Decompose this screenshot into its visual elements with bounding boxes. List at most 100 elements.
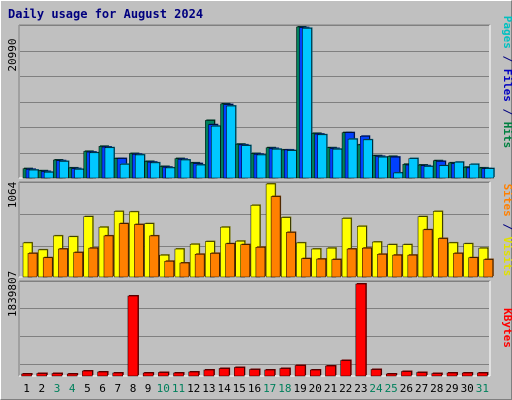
bar-visits-day-22 [341, 217, 353, 278]
y-tick-label: 20990 [6, 38, 19, 71]
bar-kbytes-day-2 [36, 372, 48, 377]
x-tick-label: 31 [476, 382, 489, 395]
bar-body [423, 166, 434, 179]
bar-body [377, 254, 387, 278]
bar-sites-day-2 [42, 256, 54, 278]
bar-pages-day-18 [287, 149, 298, 179]
bar-body [317, 134, 327, 179]
bar-body [469, 164, 479, 179]
bar-body [477, 372, 488, 377]
bar-body [173, 372, 184, 377]
bar-body [331, 259, 342, 278]
bar-body [36, 373, 48, 377]
bar-body [142, 372, 154, 377]
x-tick-label: 26 [400, 382, 413, 395]
bar-pages-day-10 [165, 166, 176, 179]
bar-body [332, 148, 343, 179]
bar-sites-day-25 [392, 254, 403, 278]
x-tick-label: 25 [385, 382, 398, 395]
bar-body [51, 373, 63, 377]
bar-sites-day-17 [270, 195, 282, 278]
bar-kbytes-day-11 [173, 371, 185, 377]
bar-sites-day-7 [118, 222, 130, 278]
bar-pages-day-3 [59, 160, 70, 179]
bar-sites-day-19 [301, 257, 312, 278]
bar-sites-day-21 [331, 258, 342, 278]
bar-kbytes-day-9 [142, 371, 155, 377]
x-tick-label: 5 [84, 382, 91, 395]
bar-pages-day-27 [423, 165, 435, 179]
legend-entry-0: Pages [501, 16, 512, 49]
bar-pages-day-17 [271, 148, 283, 179]
bar-body [407, 254, 418, 278]
bar-body [83, 216, 94, 278]
bar-body [378, 156, 388, 179]
bar-body [210, 253, 220, 278]
bar-body [135, 154, 145, 179]
bar-pages-day-26 [408, 157, 419, 179]
x-tick-label: 14 [217, 382, 231, 395]
bar-pages-day-24 [378, 156, 389, 179]
legend-visits-sites: Sites / Visits [501, 184, 512, 277]
bar-kbytes-day-30 [461, 371, 474, 377]
bar-kbytes-day-25 [385, 372, 398, 377]
bar-body [66, 373, 78, 377]
bar-body [164, 261, 174, 278]
bar-sites-day-22 [346, 248, 358, 278]
bar-body [362, 247, 372, 278]
x-tick-label: 30 [461, 382, 474, 395]
x-tick-label: 21 [324, 382, 337, 395]
x-tick-label: 20 [309, 382, 322, 395]
bar-kbytes-day-16 [249, 368, 261, 377]
bar-body [82, 370, 93, 377]
bar-sites-day-11 [179, 262, 190, 278]
bar-body [355, 283, 367, 377]
bar-body [188, 371, 199, 377]
bar-pages-day-12 [195, 164, 207, 179]
bar-body [385, 373, 397, 377]
bar-body [416, 372, 427, 377]
bar-sites-day-31 [483, 258, 494, 278]
legend-entry-1: / [501, 49, 512, 69]
bar-kbytes-day-31 [477, 371, 489, 377]
bar-pages-day-29 [454, 161, 465, 179]
bar-kbytes-day-8 [127, 294, 139, 377]
bar-body [150, 162, 160, 179]
bar-body [225, 243, 235, 278]
bar-kbytes-day-17 [264, 368, 276, 377]
bar-body [484, 168, 495, 179]
bar-kbytes-day-22 [340, 359, 352, 377]
x-tick-label: 17 [263, 382, 276, 395]
bar-body [270, 196, 281, 278]
bar-body [103, 235, 114, 278]
bar-kbytes-day-20 [310, 368, 322, 377]
legend-entry-1: / [501, 217, 512, 237]
bar-sites-day-20 [316, 258, 327, 278]
bar-pages-day-4 [74, 168, 85, 179]
bar-pages-day-19 [302, 27, 313, 179]
bar-kbytes-day-19 [294, 364, 307, 377]
bar-pages-day-6 [104, 146, 115, 179]
bar-pages-day-8 [135, 153, 146, 179]
x-tick-label: 22 [339, 382, 352, 395]
bar-sites-day-14 [225, 242, 236, 278]
bar-body [294, 365, 306, 377]
bar-kbytes-day-29 [446, 371, 459, 377]
bar-kbytes-day-24 [370, 368, 383, 377]
bar-body [218, 368, 230, 377]
bar-pages-day-28 [438, 164, 450, 179]
bar-sites-day-6 [103, 234, 114, 278]
bar-sites-day-28 [437, 237, 449, 278]
bar-pages-day-1 [28, 169, 39, 179]
bar-pages-day-2 [43, 171, 55, 179]
bar-body [158, 372, 169, 377]
bar-body [234, 367, 245, 377]
bar-sites-day-15 [240, 243, 251, 278]
bar-body [316, 258, 326, 278]
bar-body [240, 244, 250, 278]
bar-sites-day-12 [194, 253, 206, 278]
bar-kbytes-day-6 [97, 370, 109, 377]
bar-sites-day-5 [88, 247, 99, 278]
